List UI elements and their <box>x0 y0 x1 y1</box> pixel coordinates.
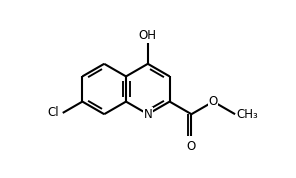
Text: OH: OH <box>139 29 157 42</box>
Text: O: O <box>187 140 196 153</box>
Text: N: N <box>144 108 152 121</box>
Text: CH₃: CH₃ <box>237 108 259 121</box>
Text: Cl: Cl <box>48 106 59 119</box>
Text: O: O <box>209 95 218 108</box>
